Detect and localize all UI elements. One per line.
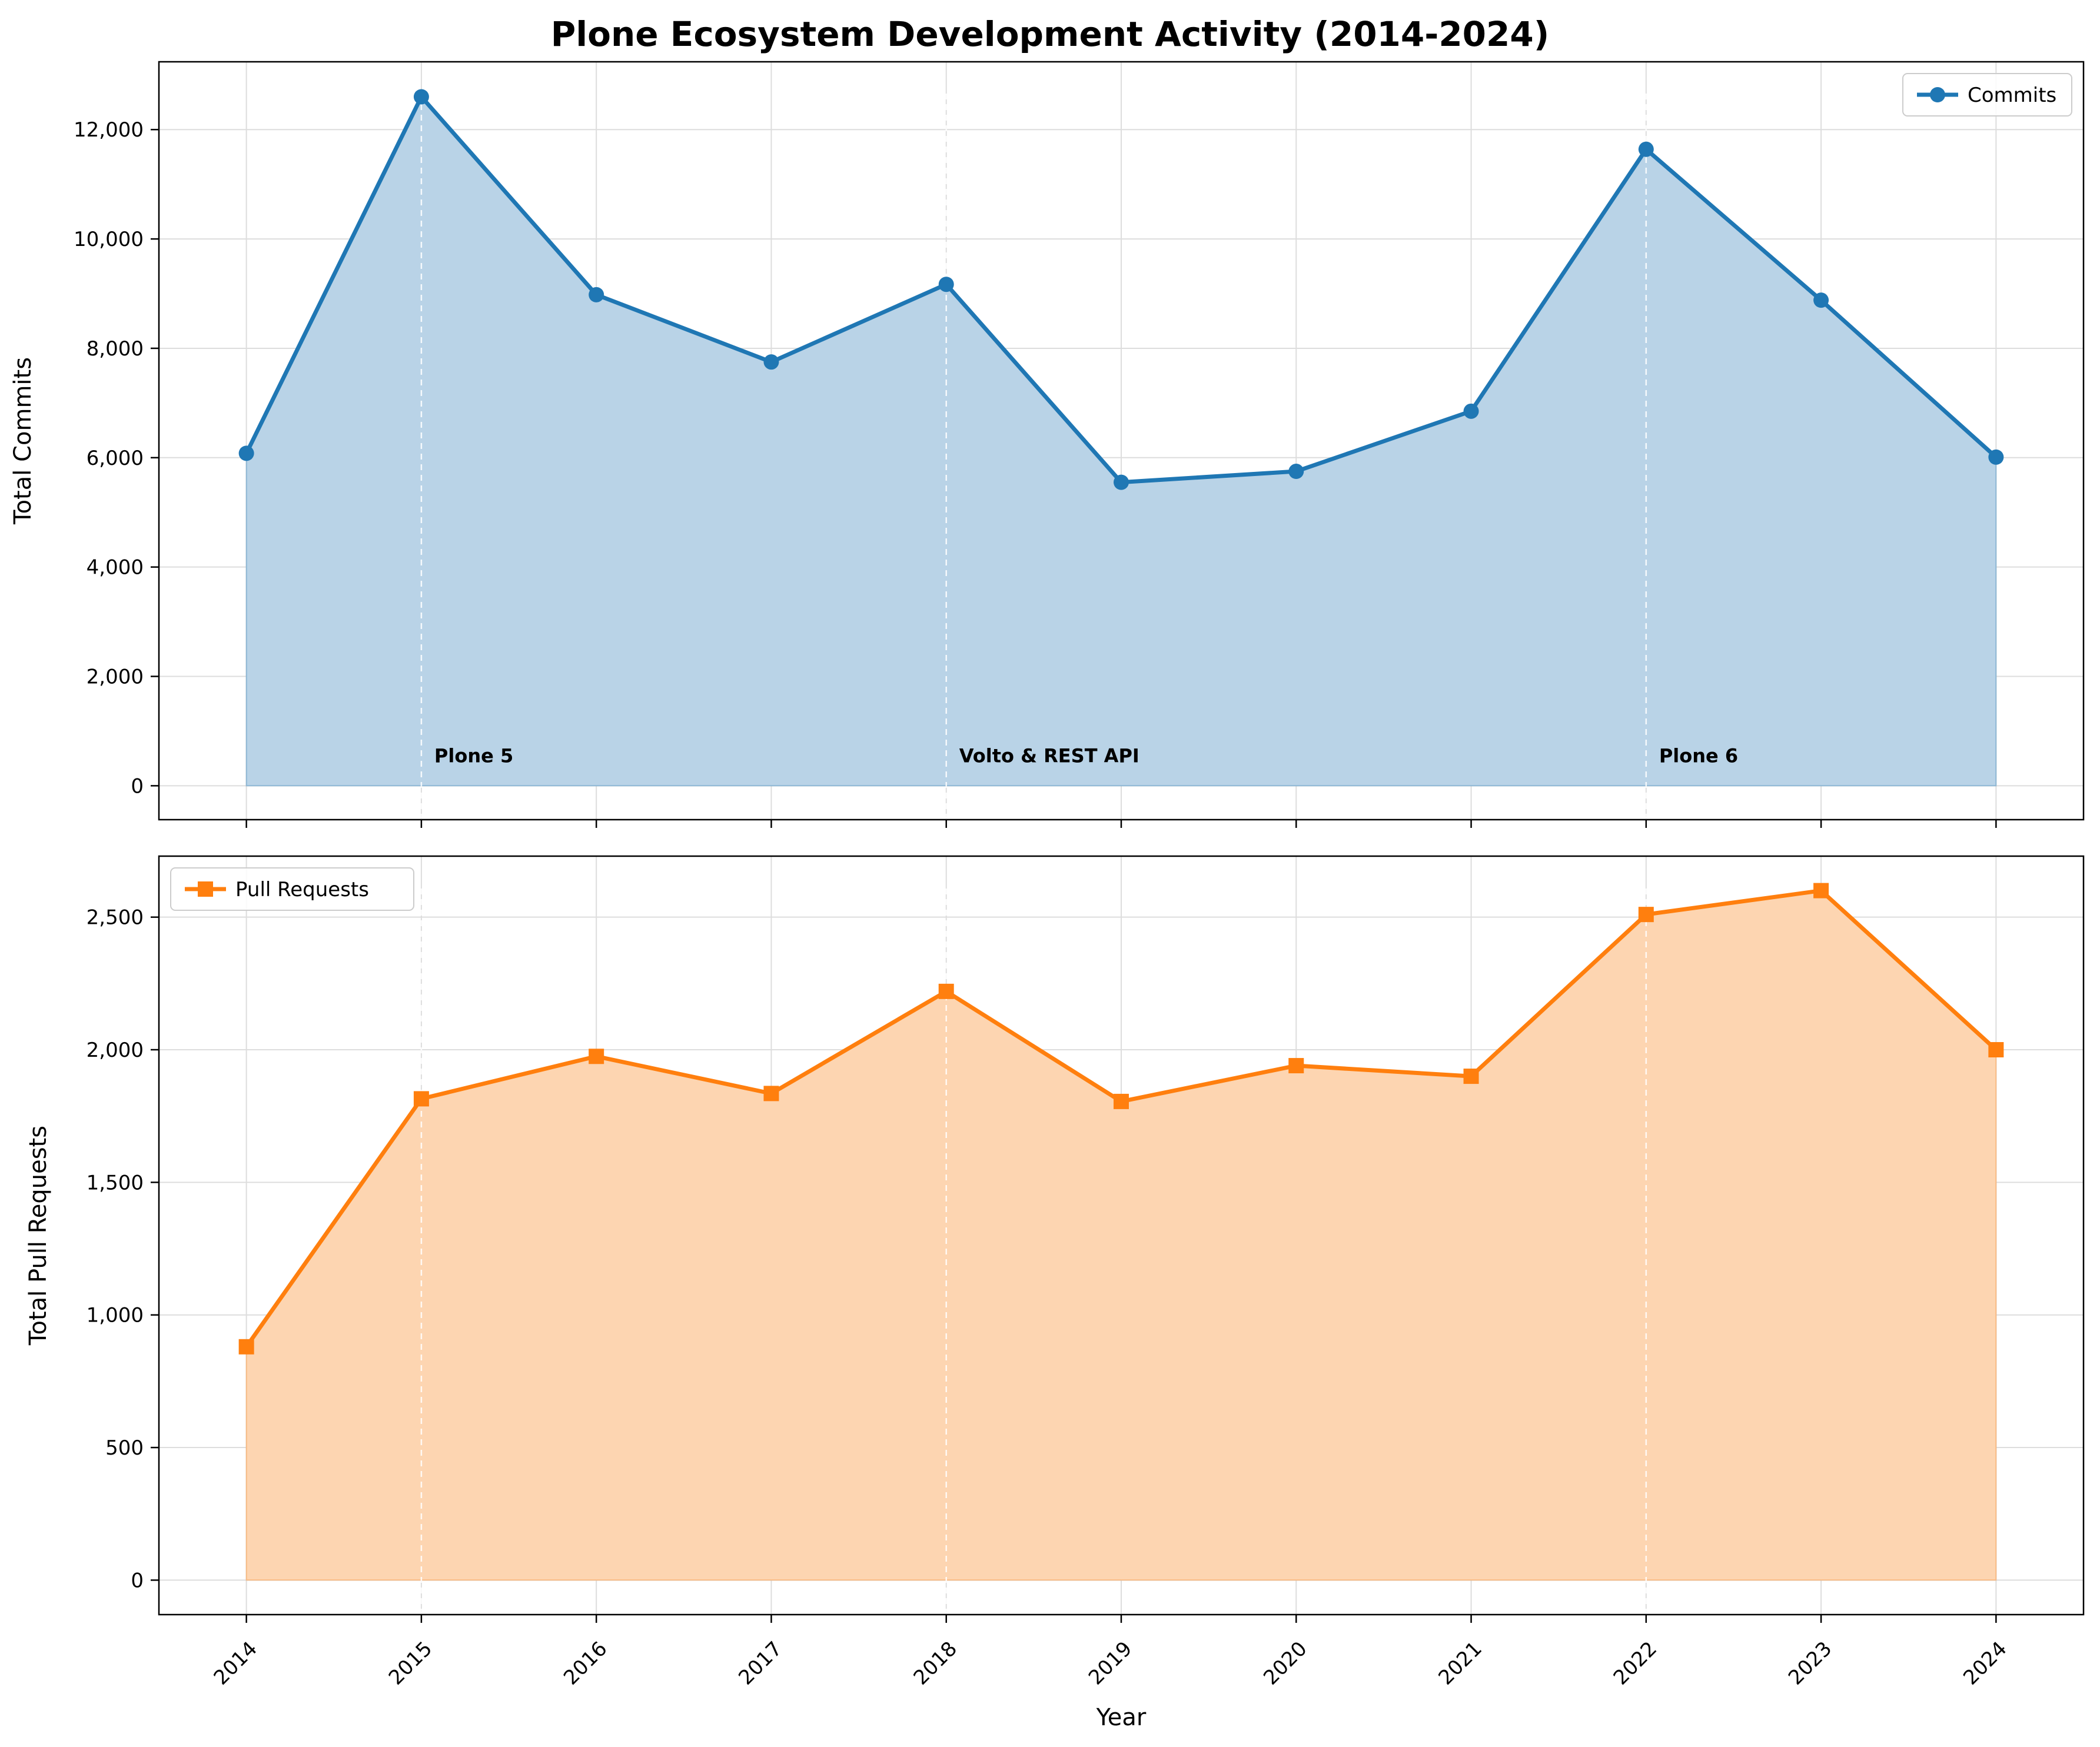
data-point xyxy=(238,445,254,461)
data-point xyxy=(413,89,429,105)
y-tick-label: 2,000 xyxy=(87,665,144,689)
x-tick-label: 2020 xyxy=(1259,1637,1311,1689)
x-tick-label: 2019 xyxy=(1084,1637,1137,1689)
y-axis-label: Total Commits xyxy=(9,357,36,525)
data-point xyxy=(1638,907,1654,923)
data-point xyxy=(1463,403,1479,419)
x-tick-label: 2021 xyxy=(1434,1637,1486,1689)
y-tick-label: 0 xyxy=(131,1569,144,1592)
y-tick-label: 2,000 xyxy=(87,1039,144,1062)
y-axis-label: Total Pull Requests xyxy=(25,1126,52,1346)
y-tick-label: 2,500 xyxy=(87,906,144,930)
data-point xyxy=(1288,464,1304,480)
data-point xyxy=(1813,883,1829,899)
y-tick-label: 8,000 xyxy=(87,337,144,361)
legend-label: Commits xyxy=(1968,84,2056,107)
data-point xyxy=(763,354,779,370)
data-point xyxy=(589,287,604,302)
x-tick-label: 2023 xyxy=(1784,1637,1836,1689)
x-tick-label: 2018 xyxy=(909,1637,962,1689)
data-point xyxy=(1114,474,1129,490)
commits-panel: Plone 5 Volto & REST API Plone 6 0 2,000 4,00… xyxy=(9,61,2085,828)
legend-box xyxy=(1902,73,2072,117)
x-tick-label: 2016 xyxy=(559,1637,612,1689)
x-tick-label: 2022 xyxy=(1609,1637,1662,1689)
y-tick-label: 6,000 xyxy=(87,447,144,470)
data-point xyxy=(1288,1058,1304,1074)
data-point xyxy=(1988,1042,2004,1058)
y-tick-label: 10,000 xyxy=(74,228,144,251)
y-tick-label: 500 xyxy=(105,1436,144,1460)
data-point xyxy=(938,277,954,292)
release-annotation: Volto & REST API xyxy=(959,744,1139,767)
figure-title: Plone Ecosystem Development Activity (20… xyxy=(551,14,1550,54)
y-tick-label: 1,000 xyxy=(87,1304,144,1327)
data-point xyxy=(938,983,954,999)
legend-marker xyxy=(1930,87,1945,102)
legend: Commits xyxy=(1902,73,2072,117)
y-tick-label: 1,500 xyxy=(87,1171,144,1194)
x-tick-label: 2024 xyxy=(1959,1637,2011,1689)
data-point xyxy=(1988,449,2004,465)
release-annotation: Plone 5 xyxy=(434,744,513,767)
data-point xyxy=(1638,141,1654,157)
y-tick-label: 0 xyxy=(131,774,144,798)
data-point xyxy=(413,1091,429,1107)
x-tick-label: 2014 xyxy=(210,1637,262,1689)
x-axis-label: Year xyxy=(1096,1704,1147,1731)
legend-marker xyxy=(198,881,213,897)
legend-box xyxy=(170,867,414,911)
x-tick-label: 2015 xyxy=(384,1637,437,1689)
pull-requests-panel: 0 500 1,000 1,500 2,000 2,500 2014 2015 2016 2017… xyxy=(25,855,2085,1731)
y-tick-label: 12,000 xyxy=(74,118,144,142)
data-point xyxy=(238,1339,254,1355)
y-tick-label: 4,000 xyxy=(87,556,144,580)
data-point xyxy=(763,1086,779,1102)
data-point xyxy=(1114,1093,1129,1109)
data-point xyxy=(589,1049,604,1064)
data-point xyxy=(1813,292,1829,308)
x-tick-label: 2017 xyxy=(734,1637,786,1689)
data-point xyxy=(1463,1069,1479,1084)
legend-label: Pull Requests xyxy=(235,878,369,901)
legend: Pull Requests xyxy=(170,867,414,911)
release-annotation: Plone 6 xyxy=(1659,744,1738,767)
